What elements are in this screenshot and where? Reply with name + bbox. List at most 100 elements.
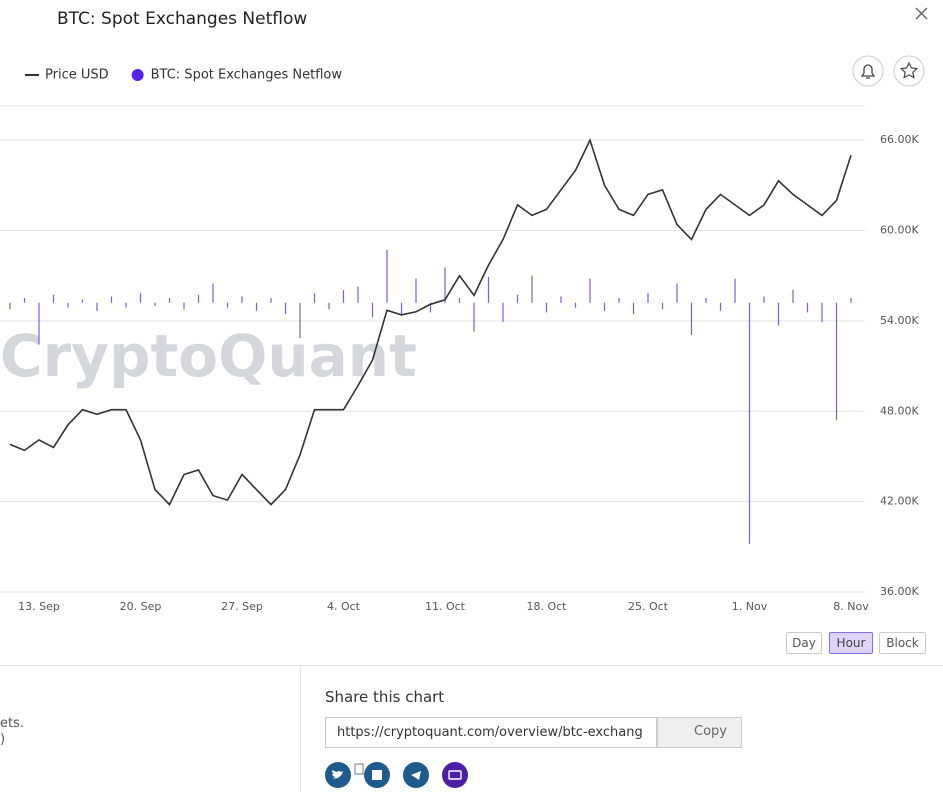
y-tick-label: 36.00K bbox=[880, 585, 919, 598]
netflow-bar bbox=[110, 296, 113, 303]
netflow-bar bbox=[23, 297, 26, 303]
camera-glyph bbox=[448, 770, 462, 780]
netflow-bar bbox=[154, 302, 156, 307]
netflow-bar bbox=[38, 302, 40, 345]
netflow-bar bbox=[589, 278, 591, 303]
legend-swatch bbox=[131, 69, 144, 81]
close-icon[interactable] bbox=[915, 7, 928, 20]
netflow-bar bbox=[328, 302, 330, 310]
netflow-bar bbox=[821, 302, 823, 323]
copy-label: Copy bbox=[694, 724, 727, 739]
divider bbox=[300, 665, 301, 792]
alert-button[interactable] bbox=[852, 55, 884, 87]
netflow-bar bbox=[502, 302, 504, 323]
netflow-bar bbox=[690, 302, 693, 335]
netflow-bar bbox=[603, 302, 606, 311]
y-tick-label: 60.00K bbox=[880, 224, 919, 237]
y-tick-label: 48.00K bbox=[880, 404, 919, 417]
netflow-bar bbox=[357, 286, 359, 303]
netflow-bar bbox=[516, 294, 519, 303]
interval-button[interactable]: Day bbox=[786, 632, 822, 654]
legend-label: Price USD bbox=[45, 68, 109, 83]
netflow-bar bbox=[531, 275, 533, 303]
netflow-bar bbox=[560, 296, 562, 303]
netflow-bar bbox=[763, 296, 765, 303]
netflow-bar bbox=[415, 278, 417, 303]
netflow-bar bbox=[342, 289, 345, 303]
chart-title: BTC: Spot Exchanges Netflow bbox=[57, 9, 307, 29]
camera-icon[interactable] bbox=[442, 762, 468, 788]
telegram-glyph bbox=[411, 771, 421, 780]
netflow-bar bbox=[371, 302, 374, 318]
x-tick-label: 18. Oct bbox=[526, 600, 567, 613]
netflow-bar bbox=[835, 302, 838, 421]
netflow-bar bbox=[197, 294, 200, 303]
netflow-bar bbox=[226, 302, 229, 308]
netflow-bar bbox=[139, 293, 142, 303]
chart: BTC: Spot Exchanges Netflow CryptoQuant … bbox=[0, 7, 928, 613]
x-tick-label: 13. Sep bbox=[18, 600, 60, 613]
price-line bbox=[9, 137, 852, 506]
netflow-bar bbox=[618, 297, 620, 303]
netflow-bar bbox=[806, 302, 809, 313]
netflow-bar bbox=[676, 283, 678, 303]
divider bbox=[0, 665, 943, 666]
share-title: Share this chart bbox=[325, 688, 445, 706]
netflow-bar bbox=[299, 302, 301, 339]
netflow-bar bbox=[67, 302, 69, 308]
netflow-bar bbox=[429, 302, 432, 313]
netflow-bar bbox=[212, 283, 214, 303]
netflow-bar bbox=[284, 302, 287, 315]
netflow-bar bbox=[719, 302, 722, 311]
netflow-bar bbox=[52, 294, 55, 303]
netflow-bar bbox=[661, 302, 664, 310]
netflow-bar bbox=[125, 302, 127, 308]
watermark: CryptoQuant bbox=[0, 322, 417, 390]
netflow-bar bbox=[9, 302, 11, 310]
interval-button[interactable]: Hour bbox=[829, 632, 873, 654]
netflow-bar bbox=[647, 293, 649, 303]
social-icons bbox=[325, 762, 468, 788]
sidebar-text: ) bbox=[0, 732, 6, 747]
copy-button[interactable]: Copy bbox=[657, 717, 742, 748]
legend-label: BTC: Spot Exchanges Netflow bbox=[151, 68, 343, 83]
netflow-bar bbox=[241, 296, 243, 303]
netflow-bar bbox=[458, 297, 461, 303]
netflow-bar bbox=[168, 297, 171, 303]
sidebar-text: ets. bbox=[0, 716, 25, 731]
netflow-bar bbox=[183, 302, 185, 310]
netflow-bar bbox=[96, 302, 98, 311]
netflow-bar bbox=[792, 289, 794, 303]
facebook-glyph bbox=[372, 770, 382, 780]
favorite-button[interactable] bbox=[893, 55, 925, 87]
copy-icon bbox=[354, 763, 364, 775]
share-url[interactable]: https://cryptoquant.com/overview/btc-exc… bbox=[325, 717, 657, 748]
x-tick-label: 8. Nov bbox=[833, 600, 869, 613]
netflow-bar bbox=[632, 302, 635, 315]
star-icon bbox=[899, 61, 919, 79]
twitter-glyph bbox=[332, 770, 343, 779]
netflow-bar bbox=[574, 302, 577, 308]
netflow-bar bbox=[777, 302, 780, 326]
netflow-bar bbox=[444, 267, 446, 303]
interval-button[interactable]: Block bbox=[879, 632, 926, 654]
netflow-bar bbox=[270, 297, 272, 303]
netflow-bar bbox=[400, 302, 403, 316]
x-tick-label: 20. Sep bbox=[120, 600, 162, 613]
x-tick-label: 11. Oct bbox=[425, 600, 466, 613]
netflow-bar bbox=[734, 278, 736, 303]
x-tick-label: 1. Nov bbox=[732, 600, 768, 613]
x-tick-label: 4. Oct bbox=[327, 600, 361, 613]
netflow-bar bbox=[386, 249, 388, 303]
netflow-bar bbox=[850, 297, 852, 303]
netflow-bar bbox=[705, 297, 707, 303]
netflow-bar bbox=[748, 302, 751, 544]
x-tick-label: 25. Oct bbox=[628, 600, 669, 613]
netflow-bar bbox=[487, 277, 490, 303]
netflow-bar bbox=[313, 293, 316, 303]
netflow-bar bbox=[81, 299, 84, 303]
x-tick-label: 27. Sep bbox=[221, 600, 263, 613]
y-tick-label: 54.00K bbox=[880, 314, 919, 327]
y-tick-label: 66.00K bbox=[880, 133, 919, 146]
